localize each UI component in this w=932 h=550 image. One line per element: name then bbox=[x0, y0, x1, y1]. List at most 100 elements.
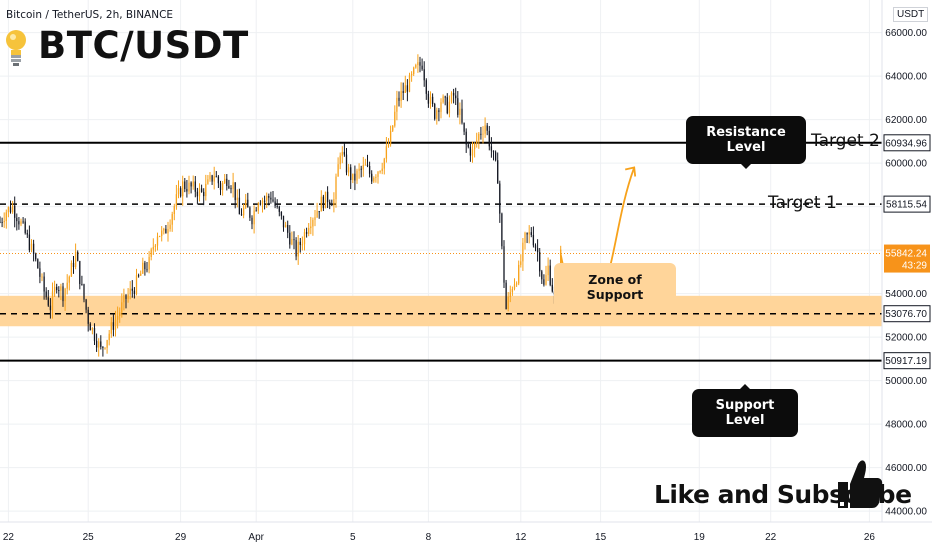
y-tick-label: 60000.00 bbox=[885, 159, 927, 170]
candle-body bbox=[68, 276, 70, 283]
candle-body bbox=[1, 221, 3, 223]
candle-body bbox=[179, 188, 182, 197]
candle-body bbox=[0, 221, 1, 223]
candle-body bbox=[47, 297, 49, 306]
candle-body bbox=[352, 173, 354, 180]
candle-body bbox=[358, 168, 360, 171]
candle-body bbox=[276, 205, 278, 207]
candle-body bbox=[146, 269, 148, 271]
x-tick-label: 29 bbox=[175, 532, 187, 543]
candle-body bbox=[259, 203, 262, 205]
price-axis[interactable] bbox=[882, 0, 932, 550]
candle-body bbox=[371, 173, 373, 182]
symbol-line[interactable]: Bitcoin / TetherUS, 2h, BINANCE bbox=[6, 9, 174, 21]
candle-body bbox=[135, 275, 138, 294]
candle-body bbox=[444, 96, 446, 98]
candle-body bbox=[482, 133, 484, 135]
candle-body bbox=[95, 340, 98, 348]
candle-body bbox=[20, 221, 22, 225]
candle-body bbox=[142, 262, 144, 274]
x-tick-label: Apr bbox=[248, 532, 264, 543]
candle-body bbox=[499, 183, 501, 214]
candle-body bbox=[198, 188, 201, 197]
candle-body bbox=[440, 102, 442, 112]
candle-body bbox=[188, 182, 190, 192]
candle-body bbox=[467, 144, 469, 147]
support-zone-band bbox=[0, 295, 882, 327]
level-label-1: 58115.54 bbox=[886, 200, 927, 211]
candle-body bbox=[446, 97, 448, 114]
candle-body bbox=[110, 322, 112, 334]
candle-body bbox=[497, 160, 499, 184]
candle-body bbox=[503, 246, 505, 283]
candle-body bbox=[140, 273, 142, 276]
x-tick-label: 8 bbox=[426, 532, 432, 543]
candle-body bbox=[389, 130, 392, 145]
candle-body bbox=[291, 239, 293, 245]
candle-body bbox=[207, 179, 209, 184]
candle-body bbox=[144, 262, 146, 270]
candle-body bbox=[133, 290, 136, 294]
candle-body bbox=[545, 275, 547, 285]
candle-body bbox=[375, 176, 377, 178]
x-tick-label: 25 bbox=[83, 532, 95, 543]
candle-body bbox=[471, 149, 474, 156]
candle-body bbox=[49, 305, 52, 311]
x-tick-label: 12 bbox=[515, 532, 527, 543]
bar-countdown-label: 43:29 bbox=[902, 261, 927, 272]
candle-body bbox=[83, 284, 85, 300]
candle-body bbox=[70, 262, 73, 277]
candle-body bbox=[163, 228, 165, 231]
candle-body bbox=[492, 150, 495, 153]
candle-body bbox=[324, 191, 327, 209]
current-price-label: 55842.24 bbox=[885, 249, 927, 260]
candle-body bbox=[505, 282, 507, 310]
candle-body bbox=[438, 110, 440, 112]
y-tick-label: 66000.00 bbox=[885, 28, 927, 39]
candle-body bbox=[396, 97, 398, 112]
candle-body bbox=[289, 232, 291, 245]
candle-body bbox=[322, 196, 325, 209]
candle-body bbox=[427, 93, 430, 104]
candle-body bbox=[560, 249, 562, 276]
x-tick-label: 5 bbox=[350, 532, 356, 543]
candle-body bbox=[217, 176, 220, 184]
candle-body bbox=[125, 294, 127, 299]
candle-body bbox=[469, 146, 472, 156]
candle-body bbox=[24, 221, 26, 234]
candle-body bbox=[434, 104, 436, 119]
level-label-box-0 bbox=[883, 134, 931, 152]
candle-body bbox=[234, 182, 236, 201]
candle-body bbox=[102, 346, 104, 348]
candle-body bbox=[173, 206, 175, 215]
candle-body bbox=[261, 200, 264, 205]
candle-body bbox=[406, 85, 409, 92]
candle-body bbox=[108, 333, 110, 341]
lightbulb-icon bbox=[6, 30, 26, 66]
candle-body bbox=[333, 199, 335, 206]
candle-body bbox=[18, 221, 20, 225]
currency-unit-button[interactable]: USDT bbox=[893, 7, 929, 22]
candle-body bbox=[30, 243, 33, 250]
y-tick-label: 62000.00 bbox=[885, 115, 927, 126]
candle-body bbox=[192, 181, 194, 187]
candle-body bbox=[45, 291, 47, 298]
candle-body bbox=[226, 178, 228, 186]
candle-body bbox=[448, 101, 451, 114]
candle-body bbox=[539, 252, 541, 272]
level-label-box-3 bbox=[883, 352, 931, 370]
candle-body bbox=[518, 264, 520, 284]
candle-body bbox=[121, 302, 123, 313]
candle-body bbox=[379, 170, 381, 173]
y-tick-label: 50000.00 bbox=[885, 376, 927, 387]
candle-body bbox=[152, 247, 154, 250]
candle-body bbox=[486, 125, 488, 131]
candle-body bbox=[100, 341, 102, 347]
candle-body bbox=[392, 125, 394, 131]
candle-body bbox=[354, 173, 356, 181]
candle-body bbox=[282, 215, 285, 228]
candle-body bbox=[165, 228, 167, 234]
candle-body bbox=[104, 347, 106, 349]
